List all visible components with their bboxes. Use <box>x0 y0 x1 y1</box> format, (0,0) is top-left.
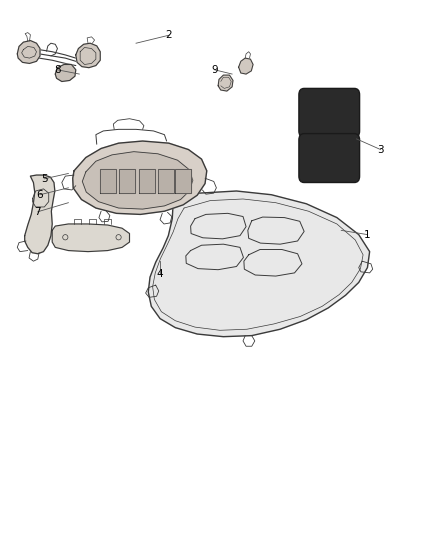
Polygon shape <box>248 217 304 244</box>
Text: 1: 1 <box>364 230 371 240</box>
Polygon shape <box>191 213 246 239</box>
Polygon shape <box>55 64 76 82</box>
Text: 8: 8 <box>54 65 61 75</box>
Polygon shape <box>175 169 191 192</box>
Text: 6: 6 <box>37 190 43 200</box>
Polygon shape <box>148 191 370 337</box>
Polygon shape <box>139 169 155 192</box>
Polygon shape <box>120 169 135 192</box>
Text: 4: 4 <box>157 270 163 279</box>
Polygon shape <box>239 58 253 74</box>
Polygon shape <box>25 175 55 254</box>
Text: 9: 9 <box>211 65 218 75</box>
Polygon shape <box>158 169 173 192</box>
Polygon shape <box>52 224 130 252</box>
Text: 5: 5 <box>41 174 48 184</box>
Polygon shape <box>17 41 40 63</box>
Polygon shape <box>218 75 233 91</box>
Polygon shape <box>186 244 244 270</box>
Polygon shape <box>244 249 302 276</box>
Text: 3: 3 <box>377 144 384 155</box>
Polygon shape <box>76 43 100 68</box>
FancyBboxPatch shape <box>299 134 360 182</box>
Polygon shape <box>100 169 116 192</box>
FancyBboxPatch shape <box>299 88 360 138</box>
Polygon shape <box>73 141 207 214</box>
Polygon shape <box>82 152 193 209</box>
Text: 2: 2 <box>166 30 172 41</box>
Text: 7: 7 <box>35 207 41 217</box>
